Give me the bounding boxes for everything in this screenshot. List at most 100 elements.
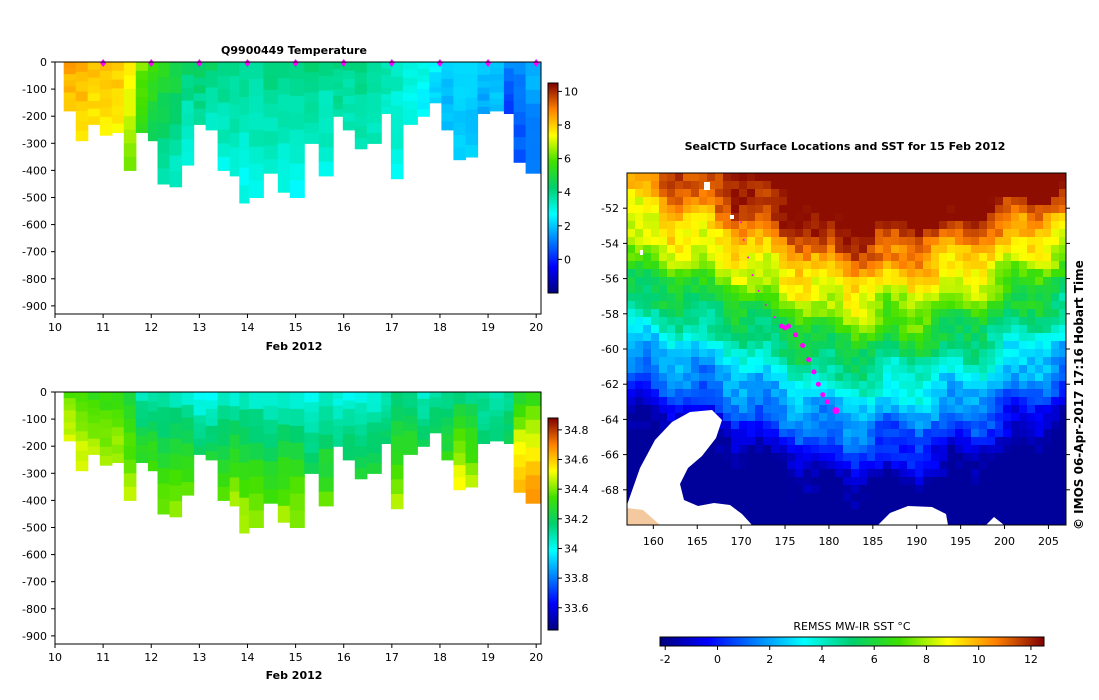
- profile-cell: [354, 435, 368, 447]
- profile-cell: [263, 447, 279, 462]
- sst-cell: [715, 349, 724, 358]
- profile-cell: [489, 62, 505, 69]
- sst-cell: [1051, 309, 1060, 318]
- sst-cell: [715, 429, 724, 438]
- sst-cell: [1059, 333, 1066, 342]
- sst-cell: [843, 285, 852, 294]
- sst-cell: [907, 277, 916, 286]
- sst-cell: [923, 341, 932, 350]
- profile-cell: [289, 459, 305, 478]
- sst-cell: [1059, 381, 1066, 390]
- sst-cell: [915, 189, 924, 198]
- sst-cell: [699, 221, 708, 230]
- sst-cell: [963, 437, 972, 446]
- sst-cell: [667, 309, 676, 318]
- sst-cell: [803, 381, 812, 390]
- sst-cell: [939, 245, 948, 254]
- sst-cell: [923, 357, 932, 366]
- sst-cell: [683, 245, 692, 254]
- profile-cell: [525, 131, 541, 146]
- sst-cell: [699, 245, 708, 254]
- sst-cell: [699, 181, 708, 190]
- sst-cell: [1003, 229, 1012, 238]
- sst-cell: [683, 397, 692, 406]
- sst-cell: [1027, 517, 1036, 525]
- profile-cell: [477, 107, 491, 114]
- sst-cell: [931, 213, 940, 222]
- sst-cell: [795, 277, 804, 286]
- profile-cell: [157, 77, 171, 93]
- profile-cell: [99, 62, 113, 72]
- sst-cell: [843, 253, 852, 262]
- sst-cell: [891, 365, 900, 374]
- sst-cell: [867, 197, 876, 206]
- sst-cell: [763, 173, 772, 182]
- sst-cell: [987, 365, 996, 374]
- sst-cell: [779, 229, 788, 238]
- sst-cell: [891, 229, 900, 238]
- y-tick-label: -800: [22, 273, 47, 286]
- sst-cell: [731, 461, 740, 470]
- sst-cell: [755, 517, 764, 525]
- sst-cell: [947, 493, 956, 502]
- sst-cell: [931, 365, 940, 374]
- sst-cell: [803, 437, 812, 446]
- sst-cell: [707, 477, 716, 486]
- profile-cell: [390, 76, 404, 92]
- sst-cell: [1011, 461, 1020, 470]
- sst-cell: [1003, 317, 1012, 326]
- sst-cell: [971, 333, 980, 342]
- sst-cell: [1011, 365, 1020, 374]
- sst-cell: [939, 357, 948, 366]
- sst-cell: [627, 245, 636, 254]
- sst-cell: [1059, 405, 1066, 414]
- sst-cell: [795, 253, 804, 262]
- profile-cell: [453, 74, 466, 87]
- sst-cell: [995, 501, 1004, 510]
- profile-cell: [229, 76, 240, 91]
- profile-cell: [429, 402, 442, 408]
- sst-cell: [899, 397, 908, 406]
- profile-cell: [381, 424, 392, 432]
- sst-cell: [843, 317, 852, 326]
- profile-cell: [429, 72, 442, 78]
- sst-cell: [643, 285, 652, 294]
- sst-cell: [939, 333, 948, 342]
- sst-cell: [891, 413, 900, 422]
- sst-cell: [747, 381, 756, 390]
- profile-cell: [525, 159, 541, 174]
- sst-cell: [651, 277, 660, 286]
- sst-cell: [955, 173, 964, 182]
- sst-cell: [987, 189, 996, 198]
- sst-cell: [931, 333, 940, 342]
- sst-cell: [691, 197, 700, 206]
- sst-cell: [1019, 437, 1028, 446]
- profile-cell: [402, 116, 418, 125]
- profile-cell: [390, 91, 404, 107]
- sst-cell: [643, 277, 652, 286]
- sst-cell: [1035, 445, 1044, 454]
- profile-cell: [157, 153, 171, 170]
- track-point: [800, 343, 806, 348]
- sst-map-panel: SealCTD Surface Locations and SST for 15…: [601, 140, 1070, 666]
- sst-cell: [1027, 269, 1036, 278]
- sst-cell: [939, 189, 948, 198]
- sst-cell: [1059, 341, 1066, 350]
- profile-cell: [465, 415, 479, 429]
- sst-cell: [1043, 229, 1052, 238]
- profile-cell: [441, 87, 454, 97]
- sst-cell: [683, 325, 692, 334]
- profile-cell: [87, 431, 101, 440]
- sst-cell: [1051, 269, 1060, 278]
- sst-cell: [683, 213, 692, 222]
- profile-cell: [417, 398, 430, 407]
- sst-cell: [715, 469, 724, 478]
- sst-cell: [771, 341, 780, 350]
- sst-cell: [987, 381, 996, 390]
- sst-cell: [635, 189, 644, 198]
- sst-cell: [803, 269, 812, 278]
- sst-cell: [763, 421, 772, 430]
- profile-cell: [453, 477, 466, 491]
- profile-cell: [381, 87, 392, 95]
- sst-cell: [1027, 397, 1036, 406]
